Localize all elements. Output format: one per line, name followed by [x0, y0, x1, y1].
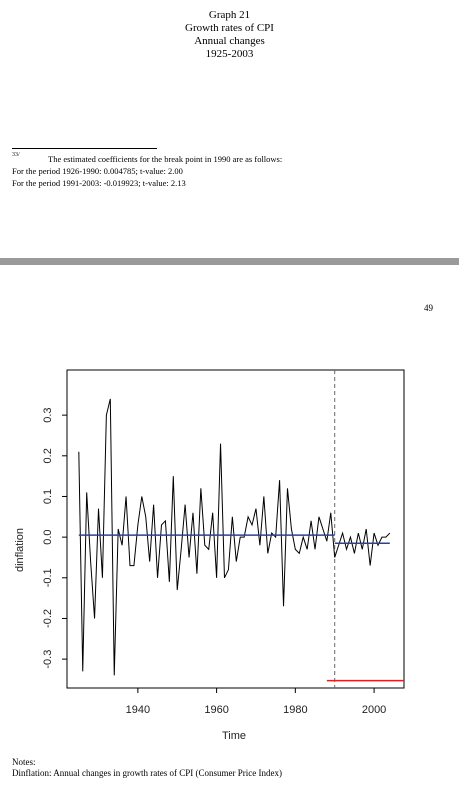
x-tick-label: 1940 — [126, 704, 150, 716]
plot-frame — [66, 369, 405, 689]
period: 1925-2003 — [205, 48, 254, 60]
x-tick-label: 2000 — [362, 704, 386, 716]
x-tick-label: 1960 — [204, 704, 228, 716]
footnote-text: The estimated coefficients for the break… — [48, 154, 283, 164]
page-break — [0, 258, 459, 265]
y-tick-label: 0.3 — [42, 407, 54, 422]
title: Graph 21 — [208, 9, 251, 21]
y-tick-label: 0.2 — [42, 448, 54, 463]
series-line — [78, 398, 391, 676]
y-tick-label: -0.2 — [42, 609, 54, 628]
footnote-text: For the period 1991-2003: -0.019923; t-v… — [12, 178, 186, 188]
subtitle: Growth rates of CPI — [185, 22, 274, 34]
footnote-text: For the period 1926-1990: 0.004785; t-va… — [12, 166, 183, 176]
y-tick-label: -0.1 — [42, 568, 54, 587]
footnote-rule — [12, 148, 157, 149]
y-tick-label: -0.3 — [42, 650, 54, 669]
notes-label: Notes: — [12, 757, 36, 767]
y-tick-label: 0.1 — [42, 489, 54, 504]
x-axis-label: Time — [222, 730, 246, 742]
notes-text: Dinflation: Annual changes in growth rat… — [12, 768, 282, 778]
x-tick-label: 1980 — [283, 704, 307, 716]
subtitle: Annual changes — [194, 35, 265, 47]
y-axis-label: dinflation — [14, 528, 26, 572]
y-tick-label: 0.0 — [42, 529, 54, 544]
page-number: 49 — [424, 303, 433, 313]
footnote-marker: 33/ — [12, 152, 20, 158]
